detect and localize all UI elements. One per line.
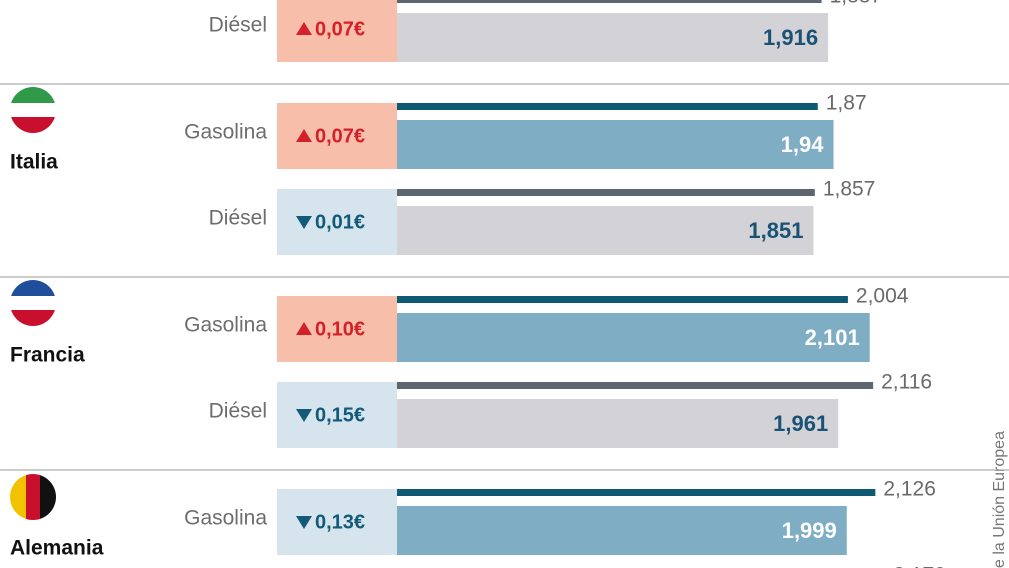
change-box	[277, 0, 397, 62]
source: e la Unión Europea	[991, 431, 1008, 568]
current-label: 1,999	[782, 518, 837, 543]
previous-bar	[397, 382, 874, 389]
country-label: Alemania	[10, 537, 104, 560]
change-box	[277, 103, 397, 169]
previous-bar	[397, 0, 822, 3]
flag-italia	[10, 87, 56, 133]
current-label: 1,94	[781, 132, 825, 157]
previous-label: 2,004	[856, 285, 909, 308]
current-label: 1,916	[763, 25, 818, 50]
change-arrow	[296, 216, 312, 229]
fuel-label: Gasolina	[184, 121, 267, 144]
country-label: Italia	[10, 151, 58, 174]
fuel-label: Diésel	[209, 14, 267, 37]
current-bar	[397, 120, 834, 169]
change-arrow	[296, 22, 312, 35]
change-box	[277, 296, 397, 362]
current-bar	[397, 13, 829, 62]
flag-francia	[10, 280, 56, 326]
previous-bar	[397, 296, 848, 303]
change-box	[277, 489, 397, 555]
current-bar	[397, 206, 814, 255]
current-label: 1,851	[748, 218, 803, 243]
change-label: 0,13€	[315, 511, 365, 533]
change-arrow	[296, 516, 312, 529]
change-box	[277, 382, 397, 448]
previous-label: 2,116	[881, 371, 932, 394]
change-label: 0,10€	[315, 318, 365, 340]
change-arrow	[296, 409, 312, 422]
current-bar	[397, 399, 839, 448]
previous-bar	[397, 103, 818, 110]
change-label: 0,15€	[315, 404, 365, 426]
fuel-label: Gasolina	[184, 314, 267, 337]
previous-label: 2,126	[883, 478, 936, 501]
change-label: 0,07€	[315, 18, 365, 40]
change-label: 0,07€	[315, 125, 365, 147]
current-bar	[397, 313, 870, 362]
change-arrow	[296, 322, 312, 335]
change-box	[277, 189, 397, 255]
previous-bar	[397, 189, 815, 196]
flag-alemania	[10, 474, 56, 520]
current-label: 1,961	[773, 411, 828, 436]
previous-label: 1,857	[823, 178, 876, 201]
previous-label: 2,170	[893, 564, 946, 568]
previous-label: 1,887	[830, 0, 883, 8]
fuel-label: Diésel	[209, 207, 267, 230]
fuel-label: Gasolina	[184, 507, 267, 530]
country-label: Francia	[10, 344, 85, 367]
change-label: 0,01€	[315, 211, 365, 233]
change-arrow	[296, 129, 312, 142]
current-label: 2,101	[805, 325, 860, 350]
fuel-label: Diésel	[209, 400, 267, 423]
previous-label: 1,87	[826, 92, 867, 115]
current-bar	[397, 506, 847, 555]
previous-bar	[397, 489, 876, 496]
